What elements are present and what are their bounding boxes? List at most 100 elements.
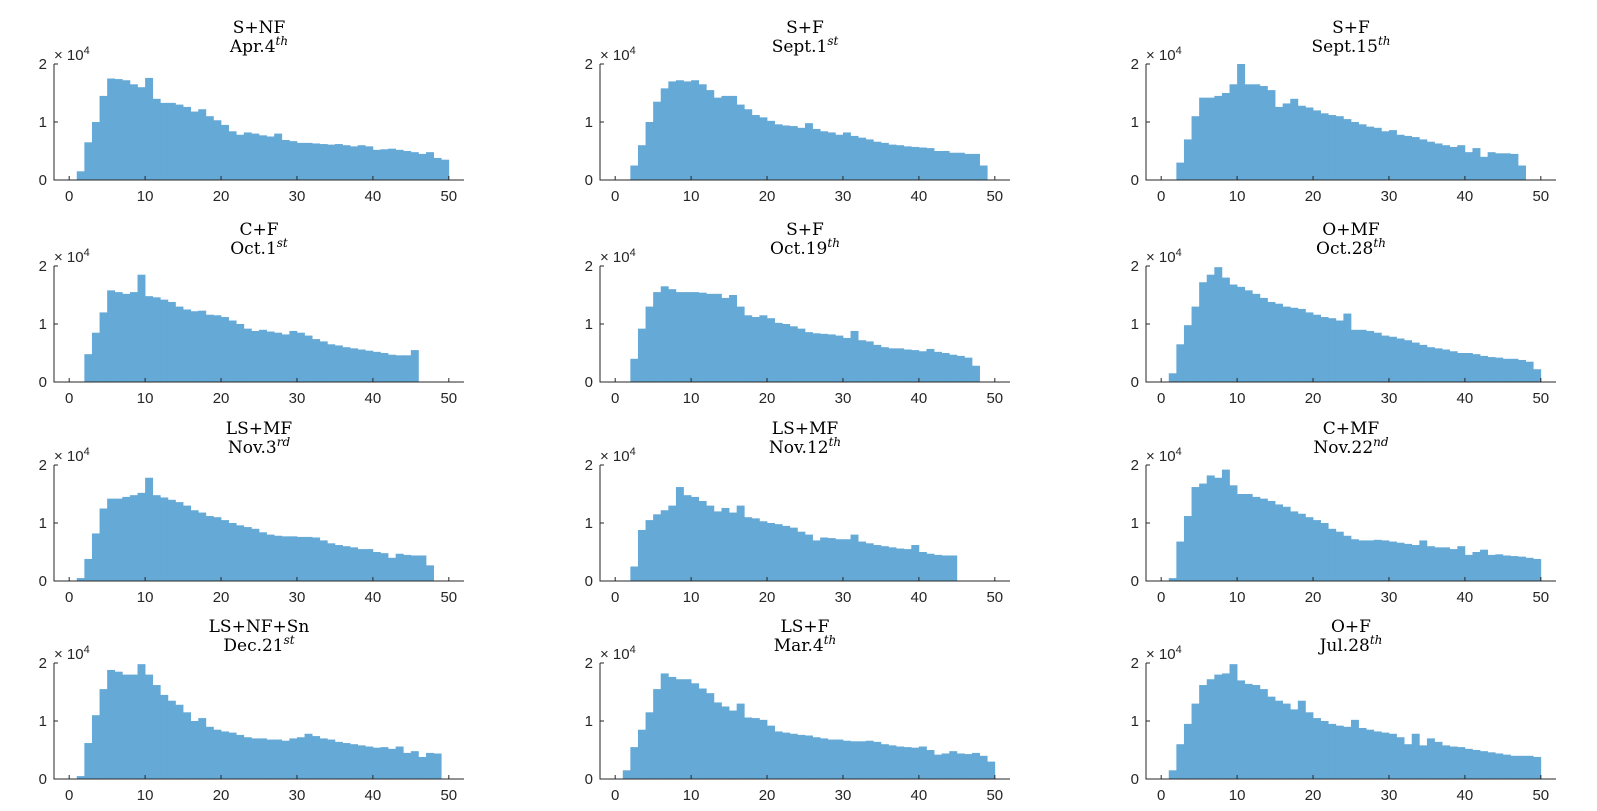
histogram-bar [903,747,912,779]
panel-subtitle-ordinal: th [1373,236,1386,250]
histogram-bar [304,335,313,382]
histogram-bar [729,295,738,382]
histogram-bar [91,715,100,779]
histogram-bar [319,341,328,382]
x-tick-label: 40 [911,787,928,804]
histogram-bar [1396,338,1405,382]
histogram-bar [1464,748,1473,779]
histogram-bar [1351,329,1359,382]
histogram-bar [782,525,791,581]
histogram-bar [289,141,298,180]
x-tick-label: 10 [683,390,700,407]
histogram-bar [896,548,905,581]
histogram-bar [1229,664,1238,779]
histogram-bar [622,770,631,779]
histogram-bar [1510,556,1519,581]
histogram-bar [1487,554,1496,581]
x-tick-label: 10 [1229,787,1246,804]
histogram-bar [1320,317,1329,382]
panel-subtitle-ordinal: st [284,633,295,647]
y-axis-multiplier-base: × 10 [1146,646,1176,663]
histogram-bar [1442,547,1451,581]
histogram-bar [122,674,131,779]
histogram-bar [751,115,760,180]
histogram-bar [221,317,229,382]
histogram-bar [850,330,859,382]
histogram-bar [1282,703,1291,779]
histogram-bar [956,355,965,382]
histogram-bar [941,151,950,180]
histogram-bar [888,348,897,382]
histogram-bar [114,671,123,779]
x-tick-label: 20 [1305,589,1322,606]
histogram-bar [1237,286,1246,382]
histogram-bar [865,341,874,382]
histogram-bar [1381,335,1390,382]
histogram-bar [630,165,639,180]
histogram-bar [797,531,806,581]
histogram-bar [789,733,798,779]
x-tick-label: 50 [1532,390,1549,407]
histogram-bar [1426,141,1435,180]
panel-title: S+F [1332,18,1370,38]
panel-subtitle-date: Oct.1 [230,239,277,259]
histogram-bar [858,137,867,180]
histogram-bar [1282,306,1291,382]
histogram-bar [926,148,935,180]
histogram-bar [1183,723,1192,779]
y-axis-multiplier-base: × 10 [600,249,630,266]
histogram-bar [183,309,192,382]
histogram-bar [350,146,359,180]
histogram-bar [706,90,715,180]
histogram-bar [1305,312,1314,382]
x-tick-label: 20 [759,188,776,205]
histogram-bar [767,318,775,382]
histogram-bar [243,737,252,779]
histogram-bar [1366,330,1375,382]
histogram-bar [1305,712,1314,779]
histogram-bar [221,520,229,581]
histogram-bar [653,689,662,779]
histogram-bar [675,679,684,779]
histogram-bar [1221,93,1230,180]
histogram-bar [934,351,943,382]
histogram-bar [888,144,897,180]
histogram-bar [1434,547,1443,581]
histogram-bar [706,505,715,581]
histogram-bar [76,171,85,180]
histogram-bar [1320,523,1329,581]
histogram-bar [865,543,874,581]
histogram-bar [1221,469,1230,581]
x-tick-label: 20 [1305,188,1322,205]
x-tick-label: 20 [213,589,230,606]
histogram-bar [1480,156,1489,180]
histogram-bar [1457,546,1466,581]
histogram-bar [1457,353,1466,382]
histogram-bar [1237,680,1246,779]
histogram-bar [1221,277,1230,382]
histogram-bar [251,133,260,180]
histogram-bar [736,703,745,779]
histogram-bar [1442,745,1451,779]
histogram-bar [1502,754,1511,779]
histogram-bar [911,747,920,779]
x-tick-label: 30 [1381,390,1398,407]
histogram-bar [1510,755,1519,779]
histogram-bar [744,517,753,581]
histogram-bar [645,520,654,581]
histogram-bar [91,122,100,180]
histogram-bar [1404,543,1413,581]
histogram-bar [1495,357,1504,382]
histogram-bar [782,732,791,779]
histogram-bar [350,744,359,779]
histogram-bar [1518,556,1526,581]
histogram-bars [84,274,419,382]
histogram-bar [198,310,207,382]
y-axis-multiplier-base: × 10 [1146,249,1176,266]
x-tick-label: 50 [986,390,1003,407]
histogram-bars [622,673,996,779]
histogram-bar [767,120,775,180]
panel-subtitle-date: Nov.22 [1313,438,1373,458]
x-tick-label: 10 [1229,589,1246,606]
